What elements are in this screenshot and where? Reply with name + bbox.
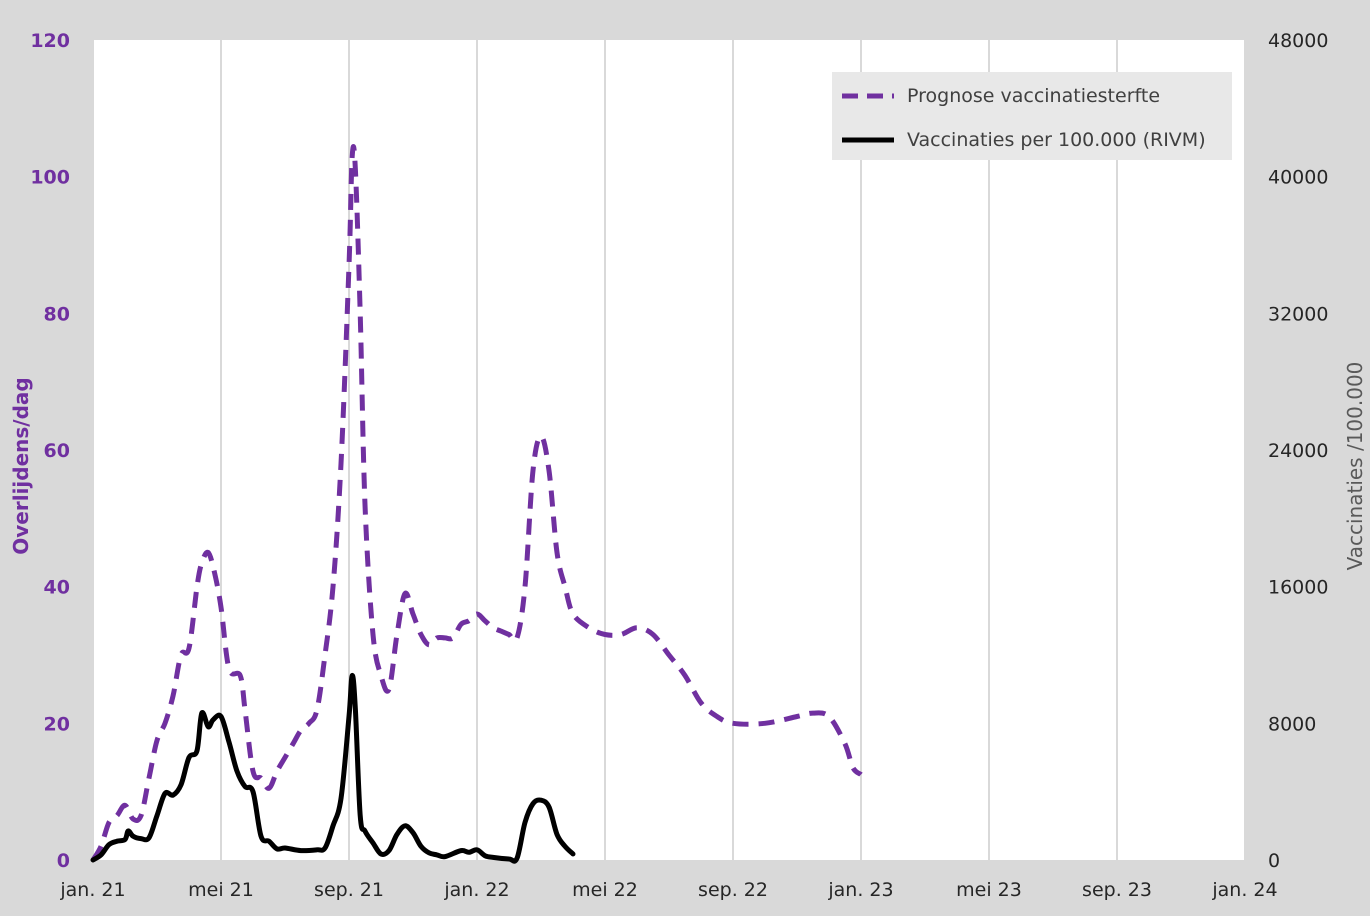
plot-area	[93, 40, 1245, 860]
tick-labels: jan. 21 mei 21 sep. 21 jan. 22 mei 22 sep. 22…	[30, 30, 1328, 901]
y-right-tick-label: 32000	[1268, 303, 1328, 325]
y-right-tick-label: 8000	[1268, 713, 1316, 735]
legend-box	[832, 72, 1232, 160]
y-right-tick-label: 16000	[1268, 577, 1328, 599]
y-right-tick-label: 0	[1268, 850, 1280, 872]
y-right-tick-label: 24000	[1268, 440, 1328, 462]
series-lines	[90, 144, 863, 864]
y-left-tick-label: 80	[44, 303, 70, 325]
series-line-vaccinaties	[90, 672, 576, 864]
x-tick-label: jan. 21	[59, 879, 125, 901]
y-left-tick-label: 0	[57, 850, 70, 872]
x-tick-label: jan. 22	[443, 879, 509, 901]
x-tick-label: sep. 21	[314, 879, 384, 901]
x-tick-label: sep. 23	[1082, 879, 1152, 901]
y-right-axis-title: Vaccinaties /100.000	[1343, 362, 1367, 571]
y-right-tick-label: 48000	[1268, 30, 1328, 52]
x-tick-label: sep. 22	[698, 879, 768, 901]
y-left-tick-label: 120	[30, 30, 70, 52]
legend-label-prognose: Prognose vaccinatiesterfte	[907, 85, 1160, 107]
x-tick-label: jan. 23	[827, 879, 893, 901]
x-tick-label: jan. 24	[1211, 879, 1277, 901]
y-left-tick-label: 60	[44, 440, 70, 462]
y-left-tick-label: 100	[30, 167, 70, 189]
x-tick-label: mei 22	[572, 879, 638, 901]
legend-label-vaccinaties: Vaccinaties per 100.000 (RIVM)	[907, 129, 1206, 151]
y-left-axis-title: Overlijdens/dag	[9, 377, 33, 555]
x-tick-label: mei 23	[956, 879, 1022, 901]
y-right-tick-label: 40000	[1268, 167, 1328, 189]
y-left-tick-label: 20	[44, 713, 70, 735]
x-tick-label: mei 21	[188, 879, 254, 901]
legend: Prognose vaccinatiesterfte Vaccinaties p…	[832, 72, 1232, 160]
y-left-tick-label: 40	[44, 577, 70, 599]
